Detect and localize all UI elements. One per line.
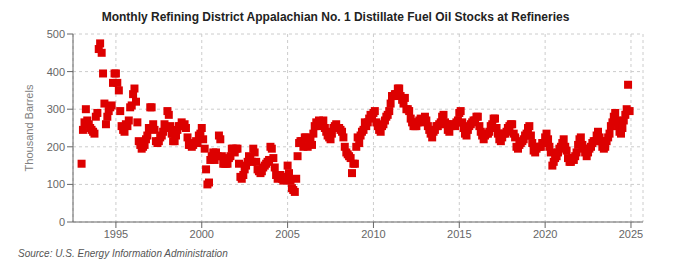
svg-text:2025: 2025 [619, 228, 643, 240]
svg-text:2000: 2000 [190, 228, 214, 240]
html-text:Monthly Refining District Appa: Monthly Refining District Appalachian No… [101, 10, 570, 24]
svg-text:2015: 2015 [447, 228, 471, 240]
svg-text:2010: 2010 [361, 228, 385, 240]
svg-text:500: 500 [47, 28, 65, 40]
svg-text:0: 0 [59, 216, 65, 228]
svg-text:100: 100 [47, 178, 65, 190]
svg-text:2020: 2020 [533, 228, 557, 240]
html-text:Source: U.S. Energy Informatio: Source: U.S. Energy Information Administ… [18, 248, 228, 259]
svg-text:200: 200 [47, 141, 65, 153]
svg-text:300: 300 [47, 103, 65, 115]
svg-text:1995: 1995 [104, 228, 128, 240]
svg-text:Thousand Barrels: Thousand Barrels [23, 84, 35, 171]
svg-text:2005: 2005 [275, 228, 299, 240]
svg-text:400: 400 [47, 66, 65, 78]
